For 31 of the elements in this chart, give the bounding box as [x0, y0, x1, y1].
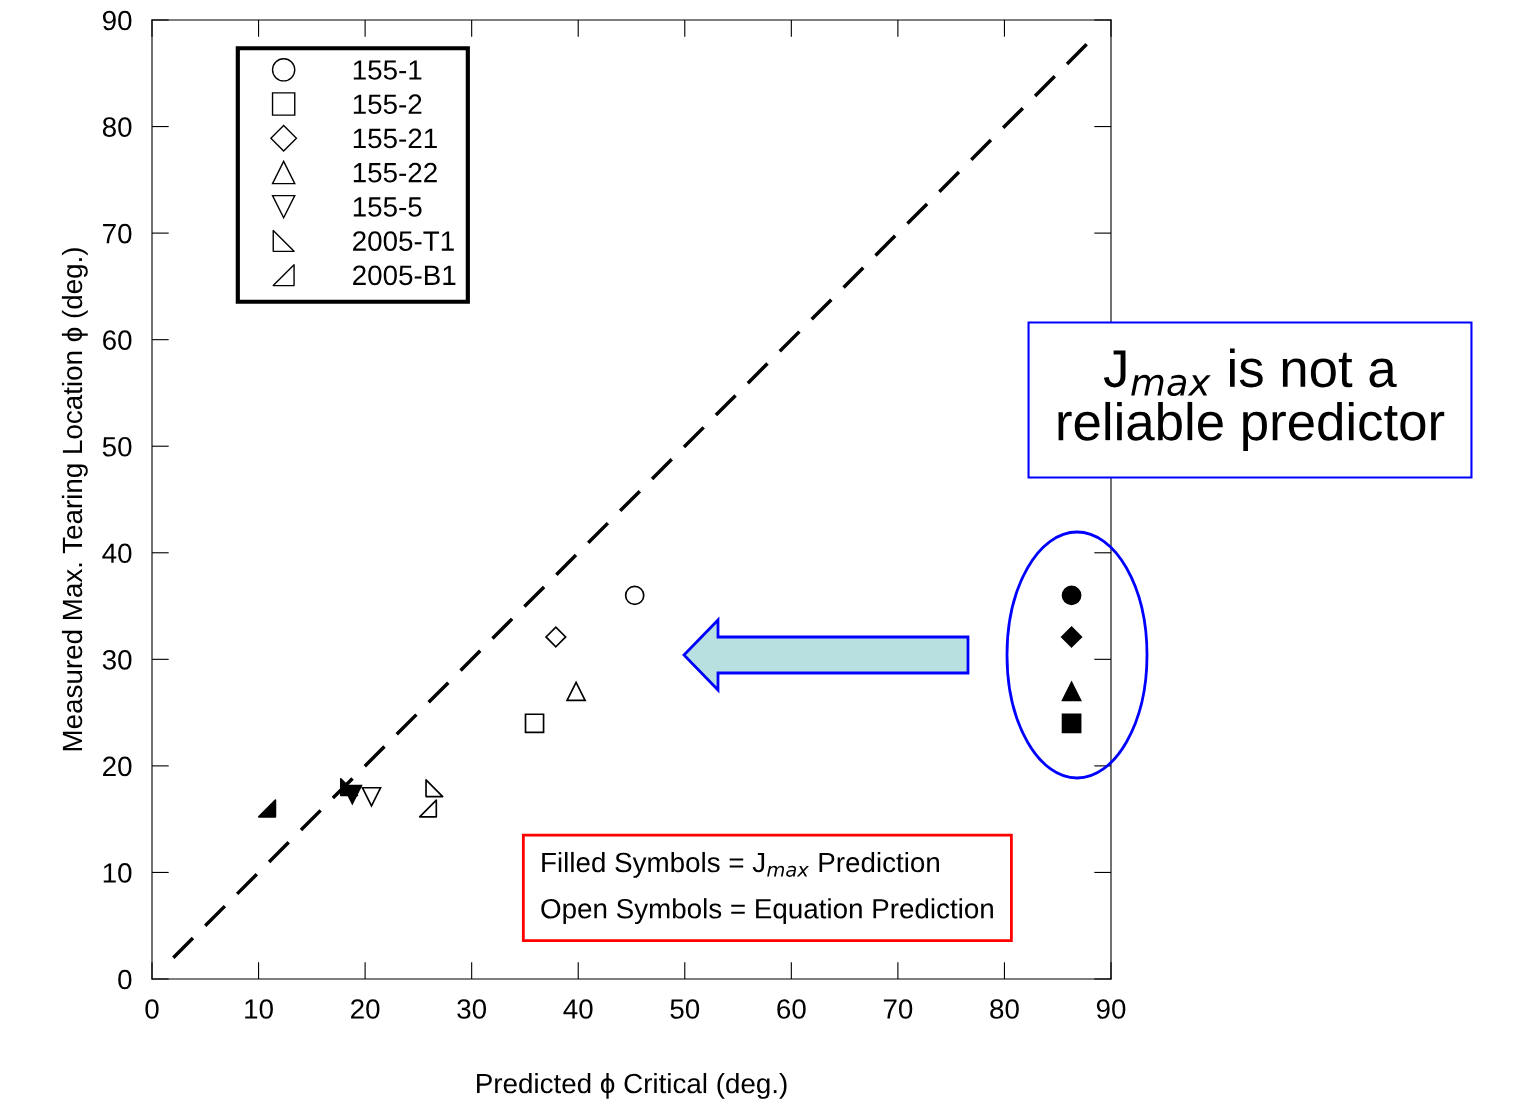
x-tick-label: 0 [145, 999, 159, 1019]
y-tick-label: 90 [102, 10, 132, 31]
x-tick-label: 10 [245, 999, 273, 1019]
legend-label: 155-5 [353, 197, 422, 217]
y-tick-label: 50 [102, 436, 132, 457]
x-tick-label: 40 [563, 999, 593, 1019]
legend-label: 155-21 [353, 128, 437, 149]
y-tick-label: 0 [118, 969, 132, 990]
x-axis-title: Predicted ϕ Critical (deg.) [477, 1072, 787, 1099]
x-tick-label: 70 [883, 999, 913, 1019]
annotation: J$_{max}$ is not a reliable predictor [1058, 348, 1445, 452]
annotation: Filled Symbols = J$_{max}$ Prediction Open Symbols = Equation Prediction [541, 851, 993, 925]
x-tick-label: 60 [777, 999, 806, 1019]
x-tick-label: 50 [670, 999, 700, 1019]
x-tick-label: 30 [457, 999, 487, 1019]
y-tick-label: 70 [103, 223, 132, 244]
y-tick-label: 80 [102, 117, 132, 137]
legend-label: 155-2 [353, 94, 422, 115]
x-tick-label: 90 [1096, 999, 1126, 1019]
y-tick-label: 20 [103, 756, 132, 777]
y-tick-label: 30 [102, 650, 132, 670]
x-tick-label: 80 [990, 999, 1019, 1019]
legend-label: 155-1 [353, 60, 422, 80]
x-tick-label: 20 [351, 999, 380, 1019]
y-tick-label: 10 [103, 863, 132, 883]
legend-label: 155-22 [353, 162, 437, 183]
y-tick-label: 60 [103, 330, 132, 351]
legend-label: 2005-T1 [353, 231, 454, 251]
legend-label: 2005-B1 [353, 265, 456, 286]
y-tick-label: 40 [102, 543, 132, 564]
y-axis-title: Measured Max. Tearing Location ϕ (deg.) [61, 248, 88, 751]
